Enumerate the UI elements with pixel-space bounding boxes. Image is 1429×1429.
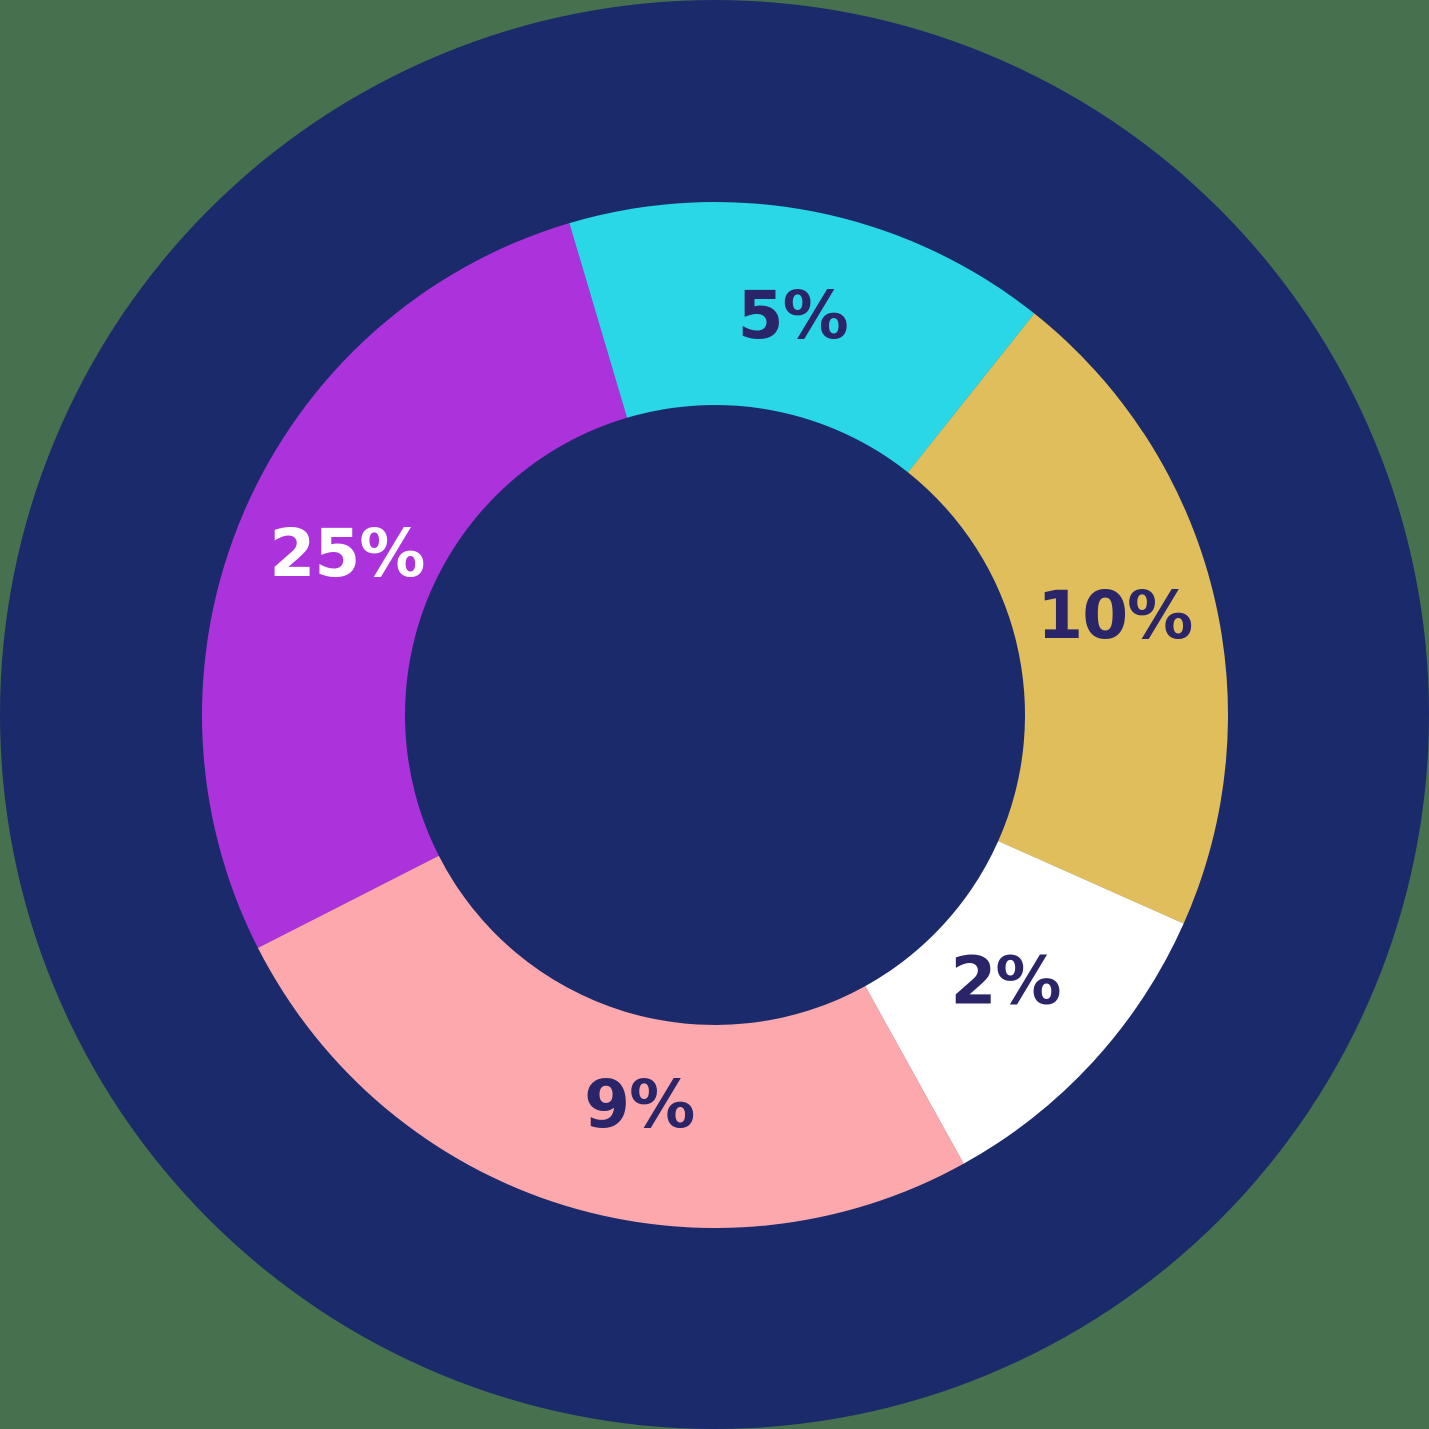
segment-label-cyan: 5% [738, 277, 848, 354]
segment-label-gold: 10% [1037, 577, 1192, 654]
donut-segment-purple [201, 223, 627, 948]
donut-segments [201, 202, 1229, 1229]
segment-label-purple: 25% [269, 515, 424, 592]
donut-segment-white [865, 841, 1184, 1164]
donut-segment-pink [257, 855, 964, 1229]
segment-labels: 5% 10% 2% 9% 25% [269, 277, 1193, 1143]
donut-segment-gold [907, 313, 1229, 924]
segment-label-white: 2% [950, 943, 1060, 1020]
donut-segment-cyan [569, 202, 1035, 473]
segment-label-pink: 9% [584, 1066, 694, 1143]
